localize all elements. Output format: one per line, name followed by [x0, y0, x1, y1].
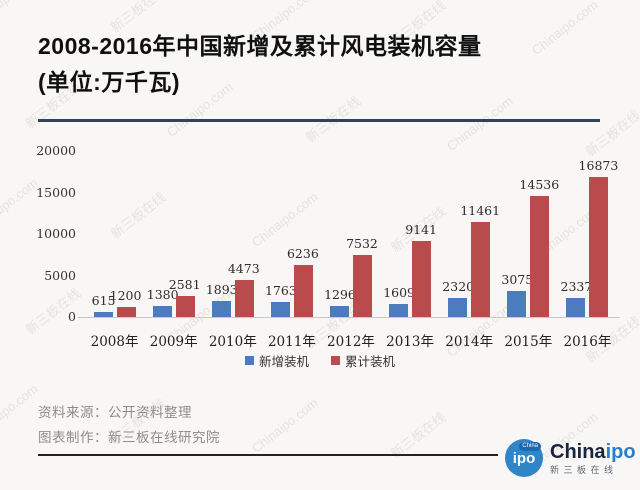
source-text: 资料来源：公开资料整理 — [38, 405, 192, 421]
bar-group-2009年: 1380 2581 2009年 — [146, 150, 201, 350]
footer-divider — [38, 454, 498, 456]
bar-value-label: 1893 — [205, 282, 238, 298]
bar-新增装机-2008年 — [93, 311, 113, 317]
y-tick-label: 5000 — [44, 267, 76, 283]
bar-group-2008年: 615 1200 2008年 — [91, 150, 142, 350]
bar-value-label: 11461 — [460, 202, 501, 218]
bar-value-label: 14536 — [519, 177, 560, 193]
x-tick-label: 2013年 — [386, 334, 435, 350]
chinaipo-logo: China ipo Chinaipo 新三板在线 — [505, 439, 636, 477]
badge-tag-label: China — [519, 442, 541, 451]
bar-累计装机-2008年 — [116, 307, 136, 317]
bar-累计装机-2010年 — [234, 279, 254, 317]
y-tick-label: 0 — [68, 309, 76, 324]
bar-value-label: 6236 — [286, 246, 319, 262]
bar-新增装机-2014年 — [448, 297, 468, 317]
bar-value-label: 3075 — [501, 272, 534, 288]
bar-group-2015年: 3075 14536 2015年 — [501, 150, 559, 350]
bar-value-label: 2581 — [168, 276, 201, 292]
bar-新增装机-2011年 — [270, 302, 290, 317]
logo-text: Chinaipo 新三板在线 — [550, 442, 636, 475]
brand-subtext: 新三板在线 — [550, 464, 618, 475]
x-tick-label: 2012年 — [327, 334, 375, 350]
y-tick-label: 15000 — [36, 184, 76, 200]
bar-累计装机-2012年 — [352, 254, 372, 317]
x-tick-label: 2015年 — [504, 334, 553, 350]
maker-text: 图表制作：新三板在线研究院 — [38, 430, 220, 446]
bar-value-label: 1609 — [383, 284, 415, 300]
bar-新增装机-2016年 — [566, 297, 586, 317]
x-tick-label: 2010年 — [208, 334, 257, 350]
chart-title-line2: (单位:万千瓦) — [38, 69, 180, 95]
bar-新增装机-2012年 — [329, 306, 349, 317]
bar-新增装机-2015年 — [507, 291, 527, 317]
bar-group-2011年: 1763 6236 2011年 — [264, 150, 319, 350]
legend-swatch-new — [244, 356, 254, 365]
legend-item-new: 新增装机 — [244, 351, 309, 370]
x-tick-label: 2014年 — [445, 334, 494, 350]
title-divider — [38, 119, 600, 122]
bar-累计装机-2016年 — [589, 176, 609, 317]
bar-累计装机-2014年 — [471, 221, 491, 317]
bar-累计装机-2013年 — [412, 241, 432, 317]
bar-group-2013年: 1609 9141 2013年 — [383, 150, 437, 350]
bar-累计装机-2011年 — [293, 265, 313, 317]
x-tick-label: 2016年 — [563, 334, 612, 350]
brand-part2: ipo — [605, 440, 636, 463]
legend-swatch-cumulative — [331, 356, 340, 365]
bar-group-2010年: 1893 4473 2010年 — [205, 150, 260, 350]
chinaipo-badge-icon: China ipo — [505, 439, 543, 477]
y-tick-label: 20000 — [36, 143, 76, 158]
bar-value-label: 1763 — [264, 283, 297, 299]
bar-value-label: 1296 — [324, 287, 356, 303]
bar-value-label: 4473 — [227, 260, 260, 276]
watermark-text: Chinaipo.com — [0, 0, 41, 30]
y-tick-label: 10000 — [36, 226, 76, 241]
bar-累计装机-2009年 — [175, 295, 195, 317]
chart-title: 2008-2016年中国新增及累计风电装机容量 (单位:万千瓦) — [38, 28, 482, 100]
bar-group-2016年: 2337 16873 2016年 — [560, 150, 619, 350]
watermark-text: Chinaipo.com — [248, 395, 321, 456]
plot-area: 615 1200 2008年 1380 2581 2009年 1893 4473 2010年 17… — [85, 150, 619, 351]
bar-新增装机-2013年 — [389, 303, 409, 317]
watermark-text: Chinaipo.com — [528, 0, 601, 58]
bar-value-label: 2337 — [560, 278, 593, 294]
bar-group-2014年: 2320 11461 2014年 — [442, 150, 500, 350]
x-tick-label: 2009年 — [149, 334, 198, 350]
bar-value-label: 7532 — [346, 235, 378, 251]
watermark-text: Chinaipo.com — [0, 381, 41, 442]
bar-新增装机-2010年 — [211, 301, 231, 317]
bar-group-2012年: 1296 7532 2012年 — [324, 150, 378, 351]
bar-value-label: 1380 — [146, 286, 179, 302]
badge-main-label: ipo — [512, 450, 536, 467]
bar-累计装机-2015年 — [530, 196, 550, 317]
legend-label-cumulative: 累计装机 — [345, 354, 396, 369]
legend-item-cumulative: 累计装机 — [331, 351, 395, 370]
brand-part1: China — [550, 440, 606, 463]
legend-label-new: 新增装机 — [258, 354, 309, 369]
bar-value-label: 9141 — [405, 222, 437, 238]
x-tick-label: 2011年 — [267, 334, 316, 350]
bar-value-label: 16873 — [578, 157, 619, 173]
bar-value-label: 615 — [91, 292, 116, 308]
x-axis-line — [78, 317, 620, 318]
bar-chart: 0 5000 10000 15000 20000 615 1200 2008年 1380 258… — [0, 140, 640, 372]
chart-title-line1: 2008-2016年中国新增及累计风电装机容量 — [38, 33, 482, 59]
bar-value-label: 2320 — [442, 278, 475, 294]
x-tick-label: 2008年 — [90, 334, 139, 350]
chart-legend: 新增装机 累计装机 — [0, 351, 640, 370]
brand-name: Chinaipo — [550, 442, 636, 462]
bar-value-label: 1200 — [109, 288, 142, 304]
bar-新增装机-2009年 — [152, 305, 172, 317]
